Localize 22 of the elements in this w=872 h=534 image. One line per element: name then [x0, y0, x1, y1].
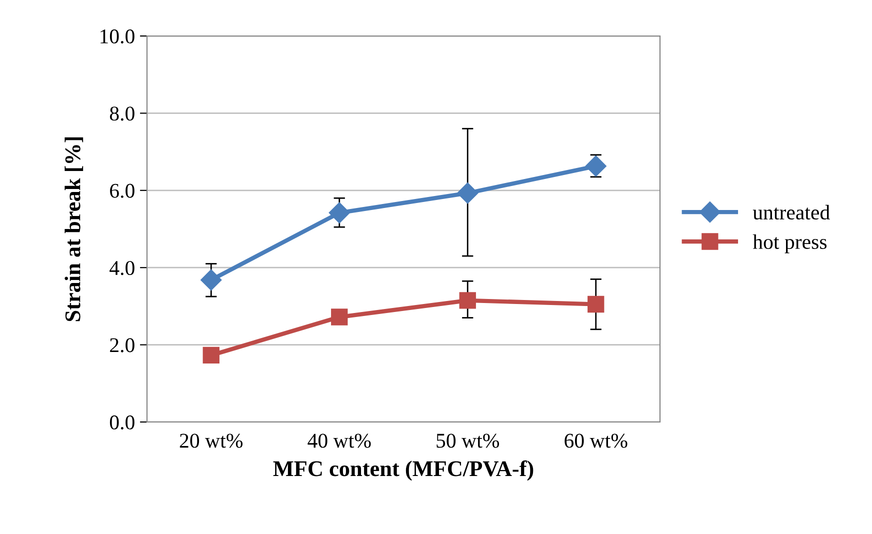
- x-tick-label: 50 wt%: [436, 434, 500, 448]
- x-tick-label: 20 wt%: [180, 434, 243, 448]
- y-tick-label: 0.0: [110, 415, 134, 430]
- legend-label: hot press: [752, 234, 827, 254]
- x-axis-title: MFC content (MFC/PVA-f): [273, 460, 534, 481]
- point: [200, 269, 222, 290]
- y-tick-label: 10.0: [100, 29, 134, 44]
- y-tick-label: 2.0: [110, 338, 134, 352]
- point: [328, 202, 350, 224]
- x-tick-label: 60 wt%: [564, 434, 628, 448]
- y-tick-label: 8.0: [110, 106, 134, 121]
- point: [331, 308, 348, 326]
- point: [585, 156, 606, 177]
- x-tick-label: 40 wt%: [308, 434, 371, 448]
- point: [588, 296, 604, 313]
- point: [457, 182, 478, 204]
- point: [459, 292, 476, 309]
- point: [202, 346, 220, 364]
- y-axis-title: Strain at break [%]: [64, 137, 84, 322]
- y-tick-label: 6.0: [110, 184, 134, 198]
- legend-label: untreated: [752, 204, 830, 220]
- y-tick-label: 4.0: [110, 260, 134, 276]
